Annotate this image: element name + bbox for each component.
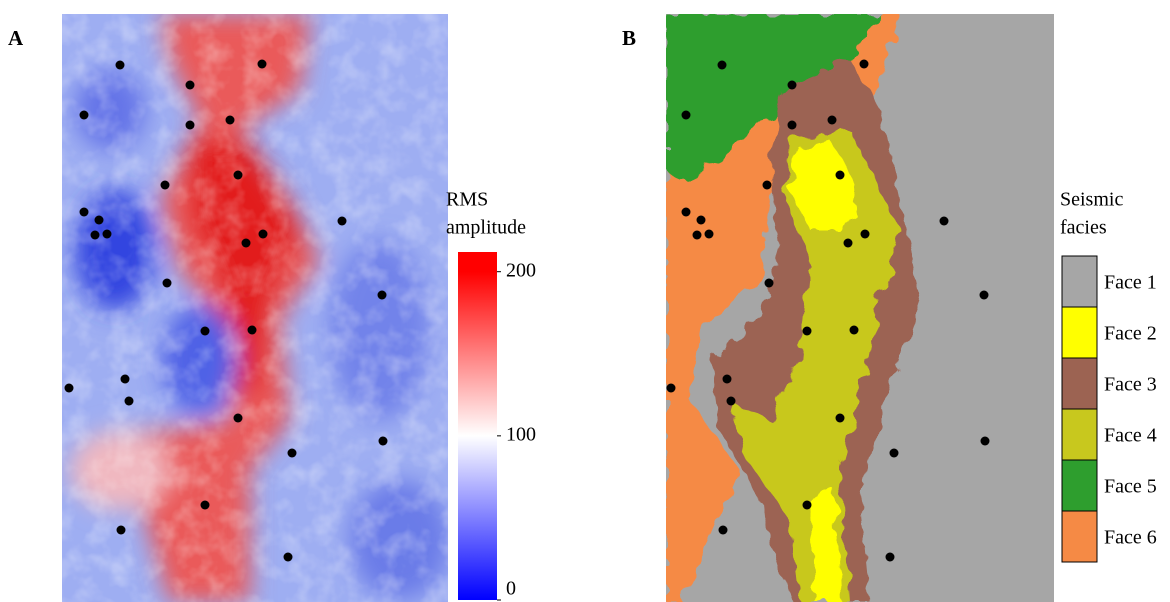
legend-title: facies xyxy=(1060,217,1107,239)
colorbar-title: RMS xyxy=(446,189,488,211)
colorbar xyxy=(458,252,497,600)
well xyxy=(95,216,104,225)
well xyxy=(259,230,268,239)
panel-label: A xyxy=(8,26,24,50)
well xyxy=(163,279,172,288)
well xyxy=(226,116,235,125)
well xyxy=(378,291,387,300)
well xyxy=(667,384,676,393)
legend-swatch xyxy=(1062,358,1097,409)
well xyxy=(860,60,869,69)
well xyxy=(379,437,388,446)
colorbar-title: amplitude xyxy=(446,217,526,239)
legend-swatch xyxy=(1062,409,1097,460)
well xyxy=(682,111,691,120)
well xyxy=(186,81,195,90)
well xyxy=(890,449,899,458)
well xyxy=(836,171,845,180)
well xyxy=(718,61,727,70)
well xyxy=(697,216,706,225)
well xyxy=(125,397,134,406)
colorbar-tick-label: 200 xyxy=(506,259,536,281)
well xyxy=(981,437,990,446)
well xyxy=(788,121,797,130)
well xyxy=(940,217,949,226)
well xyxy=(91,231,100,240)
well xyxy=(705,230,714,239)
well xyxy=(242,239,251,248)
colorbar-tick-label: 100 xyxy=(506,423,536,445)
legend-swatch xyxy=(1062,511,1097,562)
well xyxy=(828,116,837,125)
legend-swatch xyxy=(1062,307,1097,358)
well xyxy=(201,327,210,336)
well xyxy=(850,326,859,335)
well xyxy=(121,375,130,384)
well xyxy=(803,327,812,336)
well xyxy=(836,414,845,423)
well xyxy=(693,231,702,240)
well xyxy=(234,414,243,423)
well xyxy=(80,208,89,217)
well xyxy=(284,553,293,562)
legend-label: Face 5 xyxy=(1104,476,1157,498)
well xyxy=(258,60,267,69)
legend-swatch xyxy=(1062,460,1097,511)
well xyxy=(201,501,210,510)
figure: A B RMS amplitude Seismic facies 0 100 200… xyxy=(0,0,1170,602)
well xyxy=(682,208,691,217)
map-a xyxy=(62,14,450,602)
well xyxy=(288,449,297,458)
well xyxy=(80,111,89,120)
well xyxy=(723,375,732,384)
legend-label: Face 4 xyxy=(1104,425,1157,447)
well xyxy=(886,553,895,562)
well xyxy=(765,279,774,288)
well xyxy=(234,171,243,180)
map-b xyxy=(666,14,1054,602)
legend-label: Face 2 xyxy=(1104,323,1157,345)
legend-label: Face 3 xyxy=(1104,374,1157,396)
legend-label: Face 6 xyxy=(1104,527,1157,549)
well xyxy=(719,526,728,535)
well xyxy=(161,181,170,190)
colorbar-tick-label: 0 xyxy=(506,578,516,600)
well xyxy=(803,501,812,510)
well xyxy=(65,384,74,393)
well xyxy=(727,397,736,406)
well xyxy=(788,81,797,90)
well xyxy=(248,326,257,335)
well xyxy=(116,61,125,70)
well xyxy=(117,526,126,535)
well xyxy=(861,230,870,239)
well xyxy=(103,230,112,239)
well xyxy=(980,291,989,300)
legend-title: Seismic xyxy=(1060,189,1123,211)
well xyxy=(186,121,195,130)
legend-swatch xyxy=(1062,256,1097,307)
well xyxy=(844,239,853,248)
panel-label: B xyxy=(622,26,636,50)
well xyxy=(763,181,772,190)
well xyxy=(338,217,347,226)
legend-label: Face 1 xyxy=(1104,272,1157,294)
